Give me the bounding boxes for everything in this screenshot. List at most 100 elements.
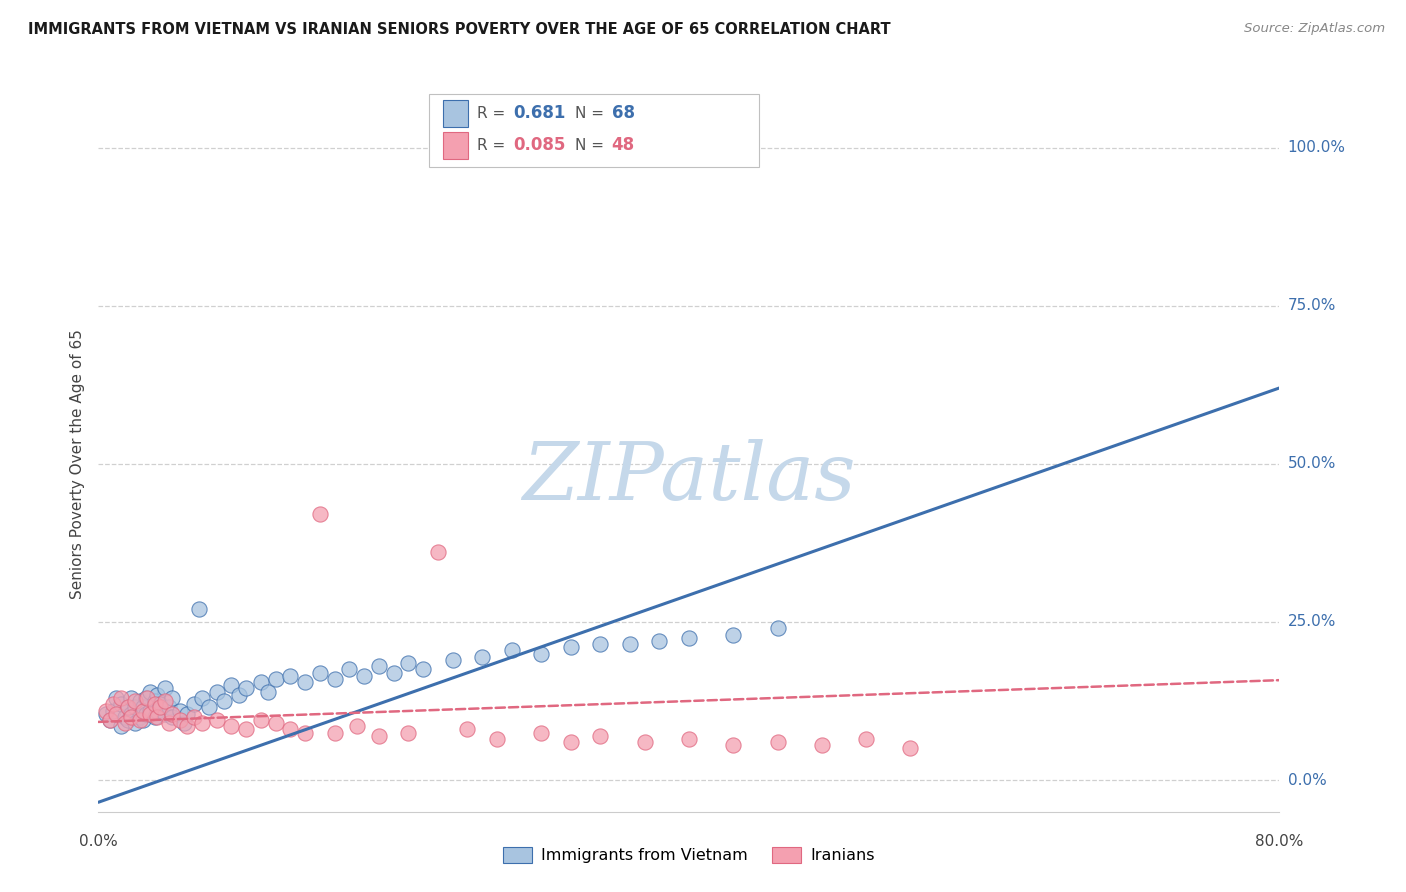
Point xyxy=(219,719,242,733)
Point xyxy=(114,716,136,731)
Point xyxy=(110,690,132,705)
Point xyxy=(110,697,132,711)
Point xyxy=(146,710,169,724)
Point xyxy=(678,731,700,746)
Point xyxy=(103,704,125,718)
Point xyxy=(105,706,128,721)
Point xyxy=(855,731,877,746)
Point xyxy=(589,729,612,743)
Point xyxy=(353,669,375,683)
Point xyxy=(337,662,360,676)
Point xyxy=(619,637,641,651)
Point xyxy=(143,710,166,724)
Point xyxy=(309,508,332,522)
Text: N =: N = xyxy=(575,138,609,153)
Point xyxy=(117,713,139,727)
Point xyxy=(143,694,166,708)
Point xyxy=(191,690,214,705)
Point xyxy=(205,684,228,698)
Point xyxy=(278,669,302,683)
Point xyxy=(471,649,494,664)
Point xyxy=(153,694,176,708)
Point xyxy=(132,700,155,714)
Point xyxy=(146,688,169,702)
Point xyxy=(162,690,183,705)
Point xyxy=(368,659,391,673)
Point xyxy=(120,706,142,721)
Point xyxy=(132,713,155,727)
Point xyxy=(114,710,136,724)
Point xyxy=(264,672,287,686)
Point xyxy=(103,697,125,711)
Point xyxy=(294,725,316,739)
Text: Source: ZipAtlas.com: Source: ZipAtlas.com xyxy=(1244,22,1385,36)
Point xyxy=(124,694,146,708)
Point xyxy=(368,729,391,743)
Point xyxy=(146,704,169,718)
Point xyxy=(309,665,332,680)
Point xyxy=(212,694,235,708)
Point xyxy=(149,700,172,714)
Point xyxy=(94,704,117,718)
Point xyxy=(205,713,228,727)
Point xyxy=(235,681,257,696)
Point xyxy=(191,716,214,731)
Point xyxy=(124,700,146,714)
Point xyxy=(427,545,450,559)
Point xyxy=(173,716,195,731)
Point xyxy=(456,723,478,737)
Point xyxy=(810,739,832,753)
Point xyxy=(132,704,155,718)
Point xyxy=(678,631,700,645)
Point xyxy=(136,690,159,705)
Point xyxy=(143,697,166,711)
Point xyxy=(139,704,162,718)
Point xyxy=(183,710,205,724)
Point xyxy=(153,681,176,696)
Text: R =: R = xyxy=(477,138,510,153)
Point xyxy=(94,706,117,721)
Text: 75.0%: 75.0% xyxy=(1288,298,1336,313)
Point xyxy=(721,739,744,753)
Point xyxy=(633,735,655,749)
Legend: Immigrants from Vietnam, Iranians: Immigrants from Vietnam, Iranians xyxy=(496,840,882,870)
Point xyxy=(346,719,368,733)
Point xyxy=(176,706,198,721)
Point xyxy=(1298,140,1320,154)
Text: 100.0%: 100.0% xyxy=(1288,140,1346,155)
Point xyxy=(323,725,346,739)
Point xyxy=(294,675,316,690)
Point xyxy=(766,735,789,749)
Point xyxy=(149,697,172,711)
Point xyxy=(120,690,142,705)
Text: 0.0%: 0.0% xyxy=(1288,772,1326,788)
Text: 0.681: 0.681 xyxy=(513,104,565,122)
Point xyxy=(162,710,183,724)
Point xyxy=(153,706,176,721)
Text: 50.0%: 50.0% xyxy=(1288,457,1336,471)
Point xyxy=(169,704,191,718)
Point xyxy=(139,706,162,721)
Point xyxy=(110,719,132,733)
Text: IMMIGRANTS FROM VIETNAM VS IRANIAN SENIORS POVERTY OVER THE AGE OF 65 CORRELATIO: IMMIGRANTS FROM VIETNAM VS IRANIAN SENIO… xyxy=(28,22,891,37)
Point xyxy=(176,719,198,733)
Text: R =: R = xyxy=(477,106,510,120)
Text: 68: 68 xyxy=(612,104,634,122)
Point xyxy=(900,741,922,756)
Point xyxy=(441,653,464,667)
Text: 0.085: 0.085 xyxy=(513,136,565,154)
Point xyxy=(766,621,789,635)
Point xyxy=(124,716,146,731)
Point xyxy=(198,700,221,714)
Point xyxy=(135,706,157,721)
Point xyxy=(128,713,150,727)
Point xyxy=(128,710,150,724)
Y-axis label: Seniors Poverty Over the Age of 65: Seniors Poverty Over the Age of 65 xyxy=(70,329,86,599)
Text: 0.0%: 0.0% xyxy=(79,834,118,849)
Point xyxy=(530,725,553,739)
Point xyxy=(396,725,419,739)
Text: N =: N = xyxy=(575,106,609,120)
Text: ZIPatlas: ZIPatlas xyxy=(522,439,856,516)
Point xyxy=(250,675,273,690)
Point xyxy=(412,662,434,676)
